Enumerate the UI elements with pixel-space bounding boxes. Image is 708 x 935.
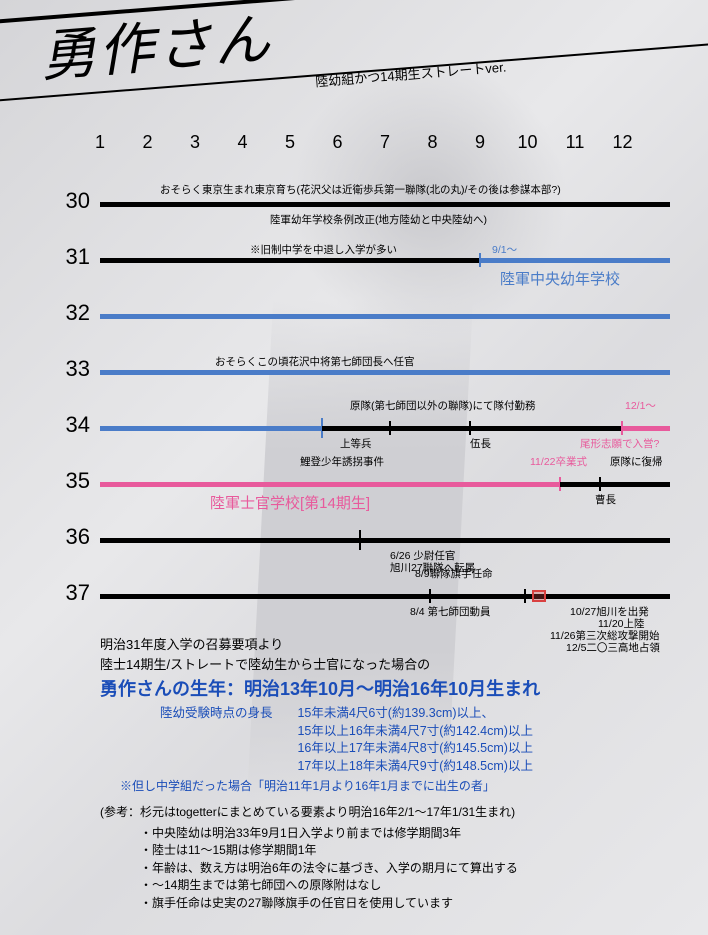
- timeline-bar: [100, 314, 670, 319]
- timeline-tick: [621, 421, 623, 435]
- month-label: 7: [380, 132, 390, 153]
- timeline-bar: [480, 258, 670, 263]
- timeline-bar: [622, 426, 670, 431]
- timeline-annotation: 11/22卒業式: [530, 454, 587, 469]
- title-area: 勇作さん 陸幼組かつ14期生ストレートver.: [0, 0, 708, 110]
- month-label: 3: [190, 132, 200, 153]
- month-label: 12: [612, 132, 632, 153]
- year-row: 明治30おそらく東京生まれ東京育ち(花沢父は近衛歩兵第一聯隊(北の丸)/その後は…: [100, 160, 670, 216]
- year-row: 31※旧制中学を中退し入学が多い9/1～陸軍中央幼年学校: [100, 216, 670, 272]
- year-row: 32: [100, 272, 670, 328]
- note-item: ・年齢は、数え方は明治6年の法令に基づき、入学の期月にて算出する: [140, 860, 678, 877]
- reference-line: (参考：杉元はtogetterにまとめている要素より明治16年2/1～17年1/…: [100, 803, 678, 821]
- height-requirements: 陸幼受験時点の身長 15年未満4尺6寸(約139.3cm)以上、15年以上16年…: [160, 705, 678, 775]
- summary-line-1: 明治31年度入学の召募要項より: [100, 635, 678, 655]
- timeline-annotation: 9/1～: [492, 242, 517, 257]
- year-row: 35鯉登少年誘拐事件11/22卒業式原隊に復帰陸軍士官学校[第14期生]曹長: [100, 440, 670, 496]
- notes-list: ・中央陸幼は明治33年9月1日入学より前までは修学期間3年・陸士は11～15期は…: [140, 825, 678, 912]
- timeline-tick: [359, 530, 361, 550]
- month-label: 2: [142, 132, 152, 153]
- year-label: 31: [10, 244, 90, 270]
- height-requirement-line: 16年以上17年未満4尺8寸(約145.5cm)以上: [297, 740, 532, 758]
- timeline-tick: [469, 421, 471, 435]
- main-title: 勇作さん: [37, 0, 275, 93]
- timeline-annotation: 8/9聯隊旗手任命: [415, 566, 493, 581]
- year-label: 30: [10, 188, 90, 214]
- timeline-annotation: ※旧制中学を中退し入学が多い: [250, 242, 397, 257]
- timeline-tick: [389, 421, 391, 435]
- year-row: 33おそらくこの頃花沢中将第七師団長へ任官: [100, 328, 670, 384]
- year-label: 33: [10, 356, 90, 382]
- timeline-tick: [524, 589, 526, 603]
- note-item: ・陸士は11～15期は修学期間1年: [140, 842, 678, 859]
- year-label: 32: [10, 300, 90, 326]
- timeline-bar: [560, 482, 670, 487]
- timeline-bar: [322, 426, 622, 431]
- month-label: 6: [332, 132, 342, 153]
- timeline-tick: [479, 253, 481, 267]
- highlight-marker: [532, 590, 546, 602]
- timeline-annotation: 鯉登少年誘拐事件: [300, 454, 384, 469]
- year-label: 36: [10, 524, 90, 550]
- month-label: 11: [566, 132, 585, 153]
- timeline-bar: [100, 258, 480, 263]
- month-header-row: 123456789101112: [100, 130, 670, 160]
- timeline-annotation: おそらく東京生まれ東京育ち(花沢父は近衛歩兵第一聯隊(北の丸)/その後は参謀本部…: [160, 182, 561, 197]
- timeline-annotation: おそらくこの頃花沢中将第七師団長へ任官: [215, 354, 415, 369]
- timeline-bar: [100, 202, 670, 207]
- note-item: ・～14期生までは第七師団への原隊附はなし: [140, 877, 678, 894]
- timeline-annotation: 原隊に復帰: [610, 454, 663, 469]
- note-item: ・中央陸幼は明治33年9月1日入学より前までは修学期間3年: [140, 825, 678, 842]
- height-requirement-line: 17年以上18年未満4尺9寸(約148.5cm)以上: [297, 758, 532, 776]
- month-label: 8: [427, 132, 437, 153]
- year-row: 34原隊(第七師団以外の聯隊)にて隊付勤務12/1～上等兵伍長尾形志願で入営?: [100, 384, 670, 440]
- summary-line-2: 陸士14期生/ストレートで陸幼生から士官になった場合の: [100, 655, 678, 675]
- timeline-bar: [100, 594, 670, 599]
- timeline-annotation: 8/4 第七師団動員: [410, 604, 491, 619]
- month-label: 10: [517, 132, 537, 153]
- birth-year-line: 勇作さんの生年：明治13年10月～明治16年10月生まれ: [100, 676, 678, 703]
- month-label: 1: [95, 132, 105, 153]
- timeline-grid: 123456789101112 明治30おそらく東京生まれ東京育ち(花沢父は近衛…: [100, 130, 670, 608]
- timeline-bar: [100, 538, 670, 543]
- year-row: 366/26 少尉任官旭川27聯隊へ転属: [100, 496, 670, 552]
- height-requirement-line: 15年以上16年未満4尺7寸(約142.4cm)以上: [297, 723, 532, 741]
- month-label: 9: [475, 132, 485, 153]
- timeline-annotation: 12/1～: [625, 398, 656, 413]
- height-header: 陸幼受験時点の身長: [160, 705, 273, 723]
- year-row: 378/9聯隊旗手任命8/4 第七師団動員10/27旭川を出発11/20上陸11…: [100, 552, 670, 608]
- note-item: ・旗手任命は史実の27聯隊旗手の任官日を使用しています: [140, 895, 678, 912]
- summary-block: 明治31年度入学の召募要項より 陸士14期生/ストレートで陸幼生から士官になった…: [100, 635, 678, 912]
- height-requirement-line: 15年未満4尺6寸(約139.3cm)以上、: [297, 705, 532, 723]
- timeline-bar: [100, 370, 670, 375]
- year-label: 35: [10, 468, 90, 494]
- timeline-bar: [100, 482, 560, 487]
- year-label: 37: [10, 580, 90, 606]
- timeline-annotation: 原隊(第七師団以外の聯隊)にて隊付勤務: [350, 398, 536, 413]
- month-label: 4: [237, 132, 247, 153]
- timeline-tick: [599, 477, 601, 491]
- timeline-tick: [429, 589, 431, 603]
- caveat-line: ※但し中学組だった場合「明治11年1月より16年1月までに出生の者」: [120, 777, 678, 795]
- timeline-bar: [100, 426, 322, 431]
- month-label: 5: [285, 132, 295, 153]
- year-label: 34: [10, 412, 90, 438]
